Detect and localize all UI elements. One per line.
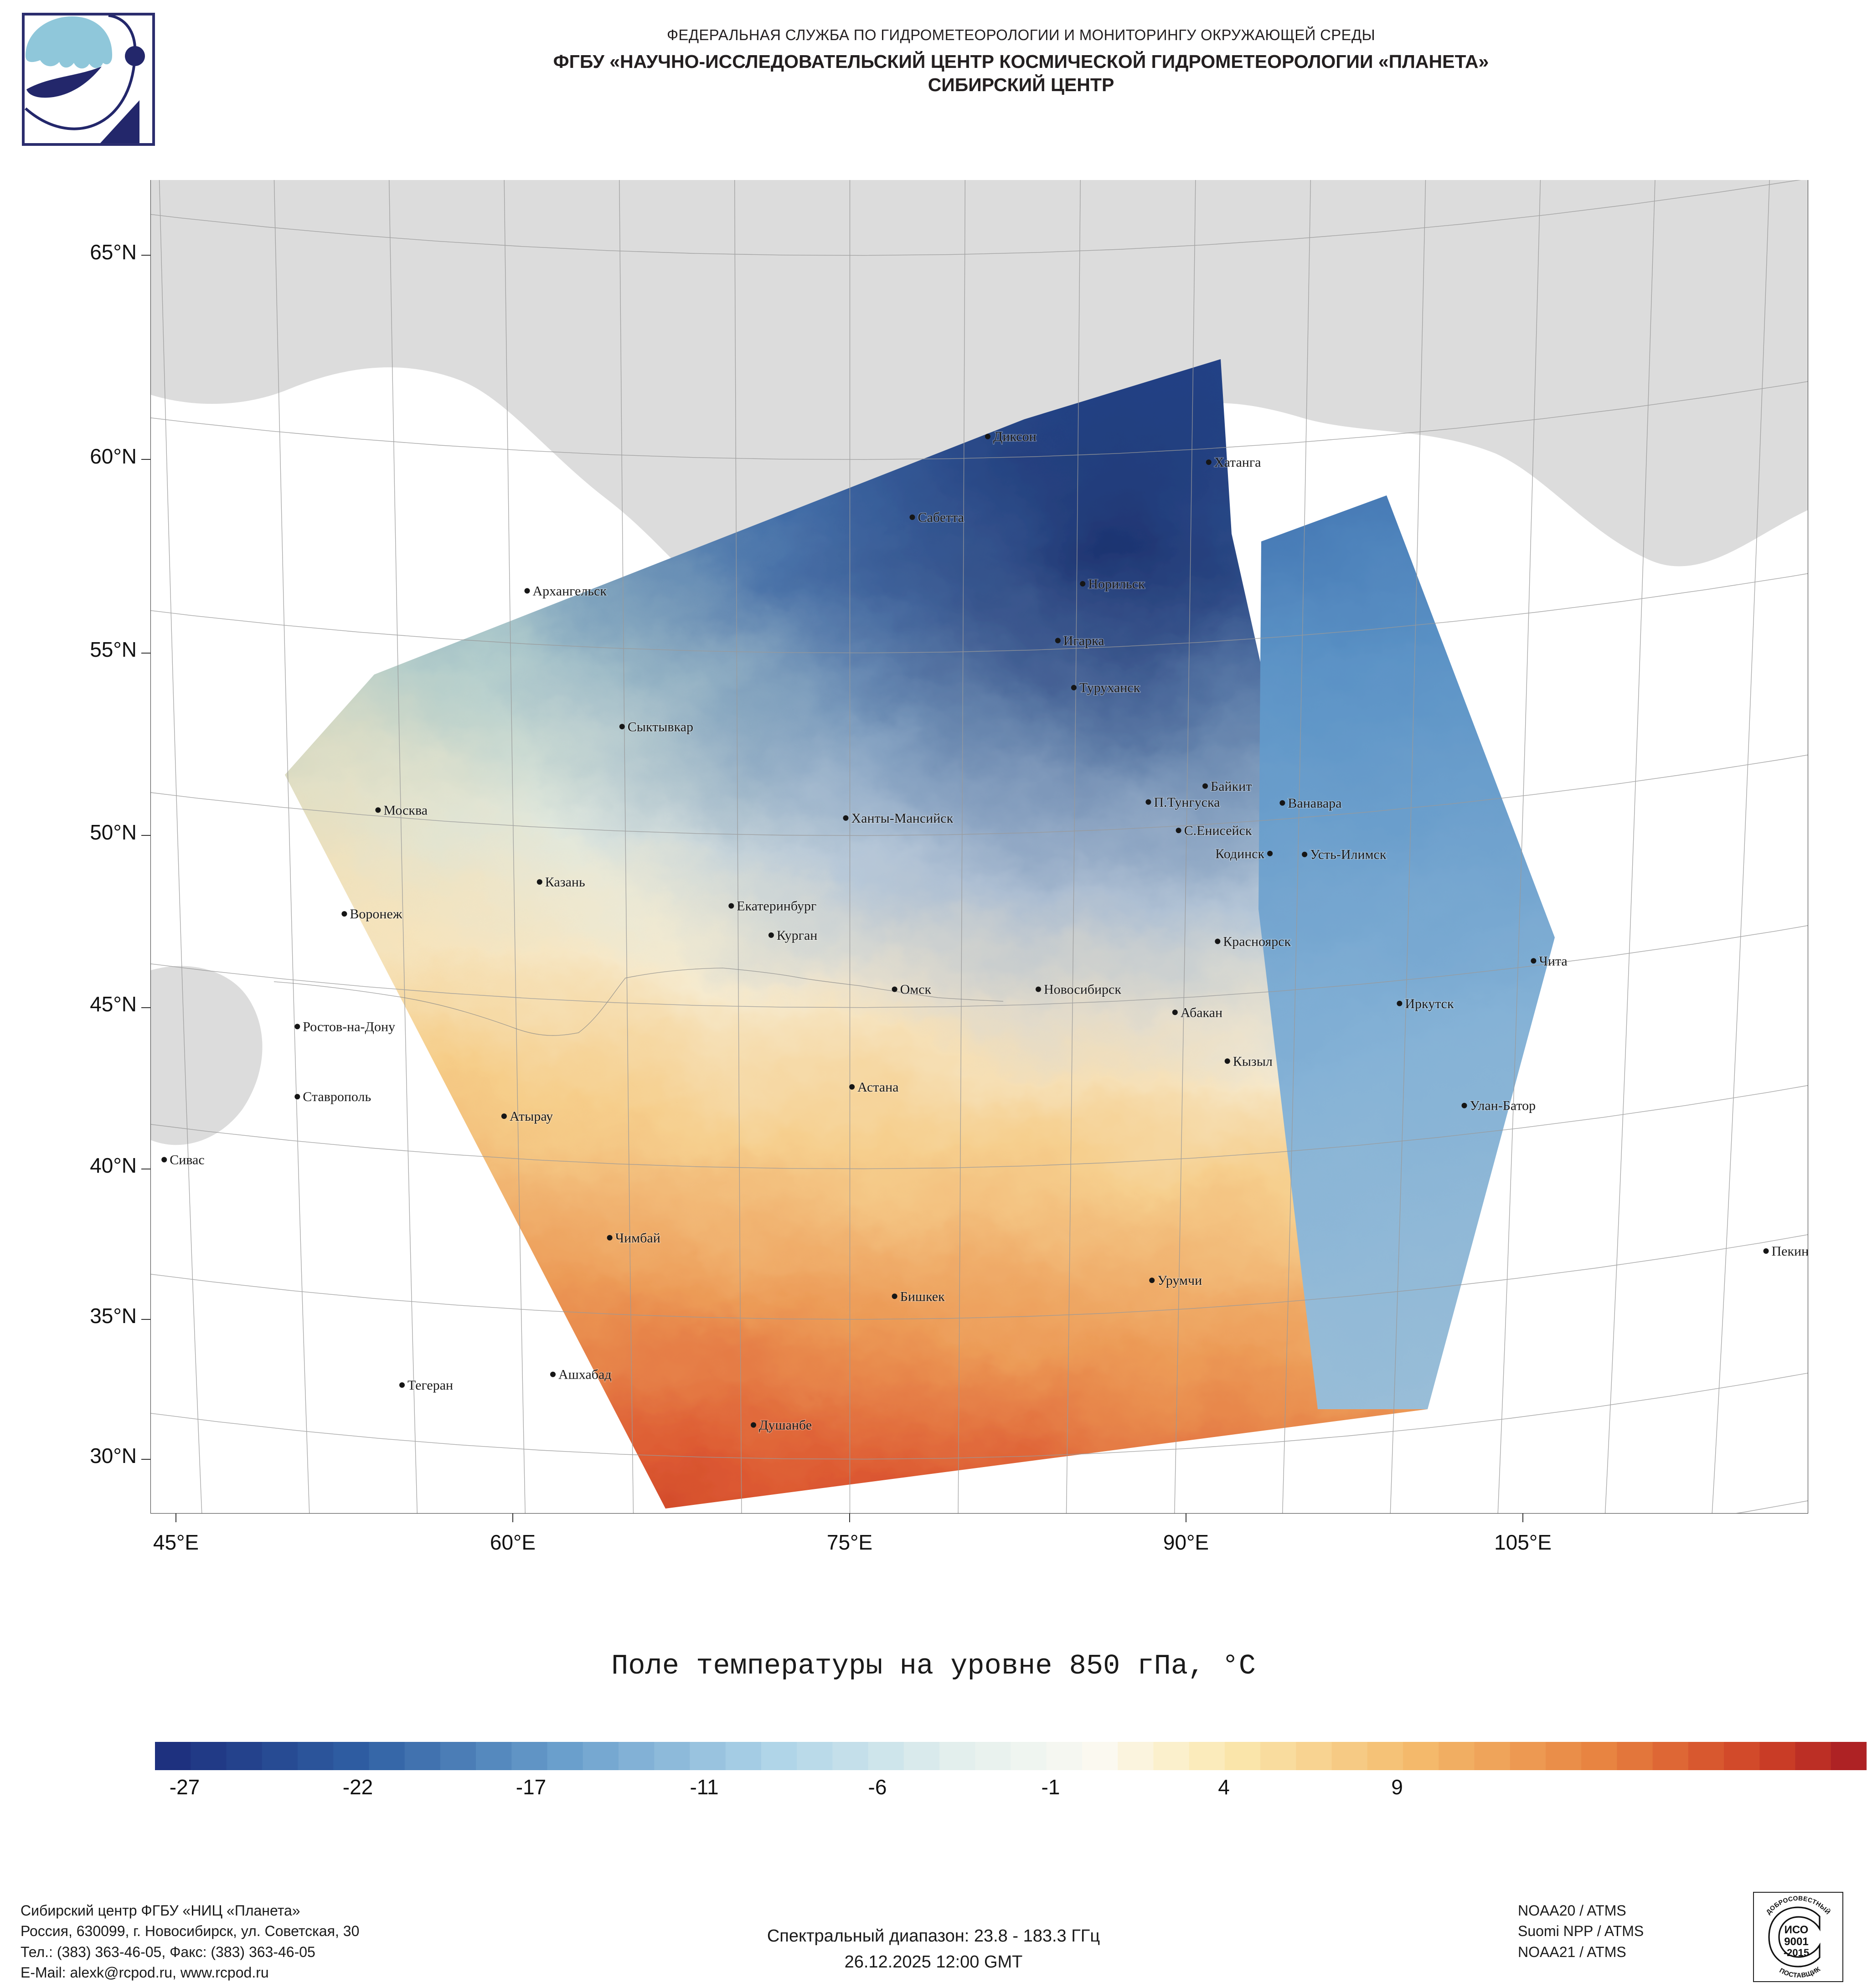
svg-text:Воронеж: Воронеж: [350, 906, 402, 922]
svg-text:Байкит: Байкит: [1211, 779, 1252, 794]
svg-text:Чимбай: Чимбай: [615, 1231, 660, 1246]
svg-text:Урумчи: Урумчи: [1157, 1273, 1202, 1288]
svg-text:Пекин: Пекин: [1772, 1244, 1808, 1259]
svg-text:40°N: 40°N: [90, 1154, 137, 1177]
svg-text:Диксон: Диксон: [993, 429, 1037, 444]
svg-text:90°E: 90°E: [1163, 1530, 1209, 1554]
svg-text:Норильск: Норильск: [1088, 577, 1145, 592]
svg-text:Новосибирск: Новосибирск: [1044, 982, 1121, 997]
svg-text:ПОСТАВЩИК: ПОСТАВЩИК: [1778, 1966, 1822, 1979]
svg-text:Сабетта: Сабетта: [918, 510, 964, 525]
svg-text:Хатанга: Хатанга: [1214, 455, 1261, 470]
svg-text:Усть-Илимск: Усть-Илимск: [1310, 847, 1387, 862]
svg-text:105°E: 105°E: [1494, 1530, 1552, 1554]
svg-text:Курган: Курган: [777, 928, 817, 943]
svg-text:Москва: Москва: [383, 803, 428, 818]
svg-text:9001: 9001: [1784, 1936, 1808, 1948]
svg-text:Красноярск: Красноярск: [1223, 934, 1291, 949]
svg-text:Омск: Омск: [900, 982, 932, 997]
svg-text:Иркутск: Иркутск: [1405, 996, 1454, 1011]
svg-text:Ставрополь: Ставрополь: [303, 1089, 371, 1104]
svg-text:4: 4: [1218, 1775, 1230, 1799]
svg-text:Ростов-на-Дону: Ростов-на-Дону: [303, 1019, 395, 1034]
svg-text:Чита: Чита: [1539, 953, 1567, 968]
svg-text:ДОБРОСОВЕСТНЫЙ: ДОБРОСОВЕСТНЫЙ: [1764, 1895, 1832, 1916]
svg-text:Абакан: Абакан: [1181, 1005, 1222, 1020]
svg-text:60°N: 60°N: [90, 444, 137, 468]
svg-text:-2015: -2015: [1784, 1947, 1809, 1958]
svg-text:С.Енисейск: С.Енисейск: [1184, 823, 1252, 838]
svg-text:Ашхабад: Ашхабад: [558, 1367, 612, 1382]
svg-text:Ванавара: Ванавара: [1288, 796, 1341, 811]
svg-text:Игарка: Игарка: [1063, 633, 1104, 649]
svg-text:50°N: 50°N: [90, 820, 137, 844]
svg-text:55°N: 55°N: [90, 638, 137, 661]
svg-text:Кызыл: Кызыл: [1233, 1054, 1273, 1069]
svg-text:ИСО: ИСО: [1784, 1924, 1809, 1936]
svg-text:-6: -6: [868, 1775, 887, 1799]
svg-text:65°N: 65°N: [90, 240, 137, 264]
svg-text:Атырау: Атырау: [510, 1109, 553, 1124]
svg-text:9: 9: [1391, 1775, 1403, 1799]
svg-text:Улан-Батор: Улан-Батор: [1470, 1098, 1536, 1113]
svg-text:-11: -11: [690, 1775, 718, 1799]
svg-text:45°E: 45°E: [153, 1530, 199, 1554]
svg-text:Астана: Астана: [857, 1080, 898, 1095]
svg-text:75°E: 75°E: [827, 1530, 872, 1554]
svg-text:Екатеринбург: Екатеринбург: [737, 899, 816, 914]
svg-text:Тегеран: Тегеран: [407, 1378, 453, 1393]
svg-text:-1: -1: [1042, 1775, 1060, 1799]
svg-text:Сивас: Сивас: [170, 1153, 204, 1168]
svg-text:Ханты-Мансийск: Ханты-Мансийск: [851, 811, 954, 826]
svg-text:П.Тунгуска: П.Тунгуска: [1154, 795, 1220, 810]
svg-text:-17: -17: [516, 1775, 546, 1799]
svg-text:-22: -22: [343, 1775, 373, 1799]
svg-text:Архангельск: Архангельск: [533, 583, 607, 598]
svg-text:60°E: 60°E: [490, 1530, 536, 1554]
svg-text:Душанбе: Душанбе: [759, 1418, 812, 1433]
svg-text:30°N: 30°N: [90, 1444, 137, 1468]
svg-text:45°N: 45°N: [90, 992, 137, 1016]
svg-text:Сыктывкар: Сыктывкар: [628, 719, 693, 734]
svg-text:Казань: Казань: [545, 875, 585, 890]
svg-text:-27: -27: [170, 1775, 200, 1799]
svg-text:35°N: 35°N: [90, 1304, 137, 1328]
svg-text:Кодинск: Кодинск: [1215, 846, 1264, 861]
svg-text:Туруханск: Туруханск: [1079, 680, 1140, 695]
svg-text:Бишкек: Бишкек: [900, 1289, 945, 1304]
